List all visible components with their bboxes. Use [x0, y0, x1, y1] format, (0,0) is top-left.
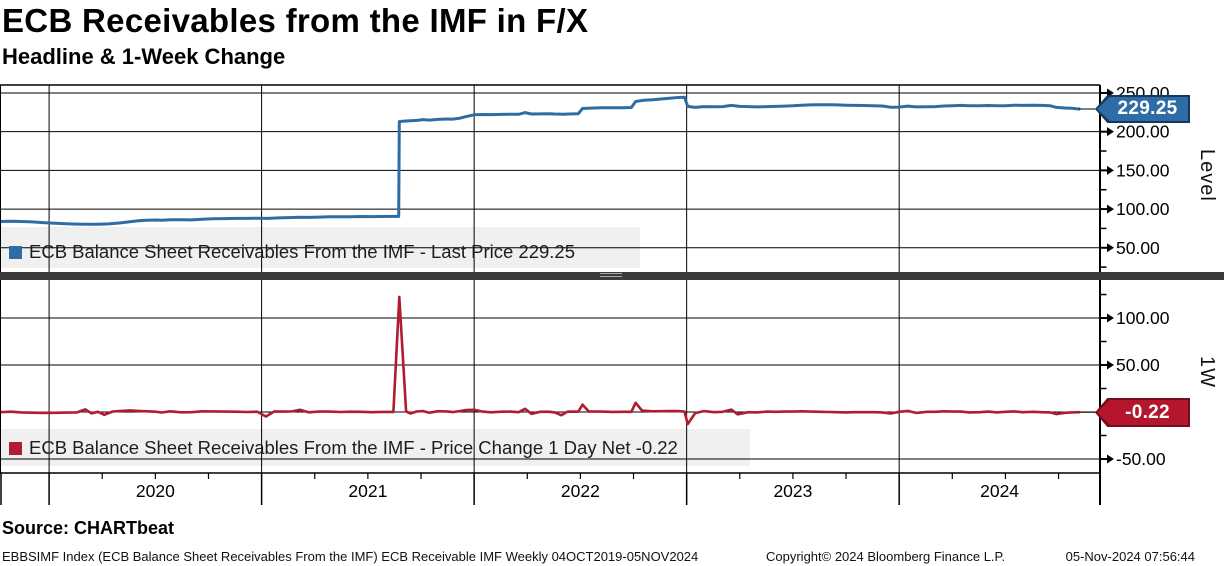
bottom-axis-title: 1W	[1196, 356, 1218, 388]
y-tick-label: 100.00	[1116, 308, 1170, 328]
page-subtitle: Headline & 1-Week Change	[2, 44, 286, 69]
legend-bottom[interactable]: ECB Balance Sheet Receivables From the I…	[9, 437, 678, 459]
red-series-marker-icon	[9, 441, 22, 455]
level-series	[0, 95, 1081, 226]
y-tick-label: 150.00	[1116, 160, 1170, 180]
y-tick-label: 200.00	[1116, 122, 1170, 142]
x-tick-label-2021: 2021	[348, 481, 387, 501]
x-tick-label-2020: 2020	[136, 481, 175, 501]
top-axis-title: Level	[1196, 149, 1218, 202]
y-tick-label: -50.00	[1116, 449, 1166, 469]
x-tick-label-2023: 2023	[773, 481, 812, 501]
value-gridlines	[0, 92, 1100, 249]
legend-bottom-label: ECB Balance Sheet Receivables From the I…	[29, 437, 678, 458]
footer-description: EBBSIMF Index (ECB Balance Sheet Receiva…	[2, 549, 699, 564]
change-value-tag-fill: -0.22	[1097, 400, 1188, 425]
footer-copyright: Copyright© 2024 Bloomberg Finance L.P.	[766, 549, 1006, 564]
change-value-tag: -0.22	[1095, 398, 1190, 427]
panel-divider[interactable]	[0, 272, 1224, 280]
footer-datetime: 05-Nov-2024 07:56:44	[1065, 549, 1195, 564]
one-week-change-series	[0, 295, 1081, 426]
y-tick-label: 50.00	[1116, 238, 1160, 258]
last-price-tag-fill: 229.25	[1097, 97, 1188, 121]
legend-bottom-box	[0, 429, 750, 466]
blue-series-marker-icon	[9, 245, 22, 259]
x-axis: 2020 2021 2022 2023 2024	[48, 473, 1060, 505]
x-tick-label-2022: 2022	[561, 481, 600, 501]
y-tick-label: 100.00	[1116, 199, 1170, 219]
page-title: ECB Receivables from the IMF in F/X	[2, 2, 589, 39]
legend-top-label: ECB Balance Sheet Receivables From the I…	[29, 241, 576, 262]
x-tick-label-2024: 2024	[980, 481, 1019, 501]
last-price-value: 229.25	[1117, 98, 1178, 119]
source-label: Source: CHARTbeat	[2, 518, 175, 538]
last-price-tag: 229.25	[1095, 95, 1190, 123]
legend-top[interactable]: ECB Balance Sheet Receivables From the I…	[9, 241, 575, 263]
change-value: -0.22	[1125, 401, 1170, 423]
y-axis-1W: 100.00 50.00 -50.00	[1100, 293, 1170, 469]
y-tick-label: 50.00	[1116, 355, 1160, 375]
panel-divider-grip-icon[interactable]	[600, 273, 622, 279]
